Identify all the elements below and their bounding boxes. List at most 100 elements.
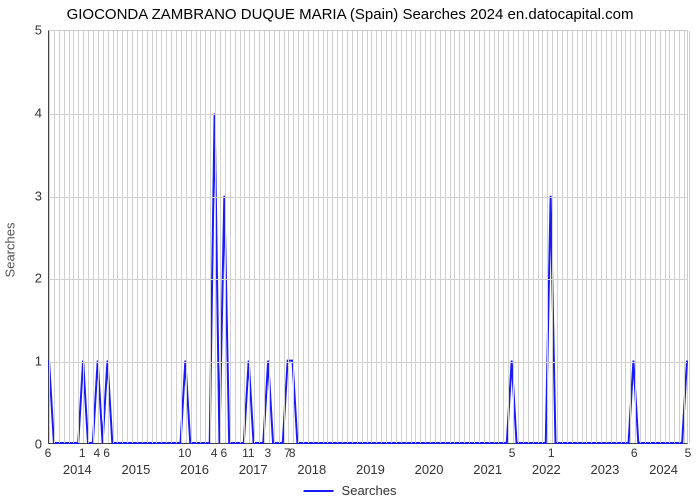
grid-v-line: [342, 31, 343, 443]
grid-v-line: [161, 31, 162, 443]
grid-v-line: [196, 31, 197, 443]
grid-v-line: [391, 31, 392, 443]
grid-v-line: [210, 31, 211, 443]
grid-v-line: [347, 31, 348, 443]
grid-v-line: [137, 31, 138, 443]
grid-v-line: [152, 31, 153, 443]
y-axis-title: Searches: [3, 223, 18, 278]
chart-container: GIOCONDA ZAMBRANO DUQUE MARIA (Spain) Se…: [0, 0, 700, 500]
y-tick-label: 3: [0, 188, 42, 203]
grid-v-line: [684, 31, 685, 443]
grid-v-line: [596, 31, 597, 443]
grid-v-line: [630, 31, 631, 443]
grid-v-line: [621, 31, 622, 443]
chart-title: GIOCONDA ZAMBRANO DUQUE MARIA (Spain) Se…: [0, 6, 700, 23]
grid-v-line: [327, 31, 328, 443]
grid-v-line: [533, 31, 534, 443]
grid-v-line: [83, 31, 84, 443]
grid-v-line: [542, 31, 543, 443]
grid-v-line: [552, 31, 553, 443]
grid-v-line: [401, 31, 402, 443]
grid-v-line: [323, 31, 324, 443]
x-minor-tick-label: 1: [548, 446, 555, 460]
grid-v-line: [279, 31, 280, 443]
grid-v-line: [425, 31, 426, 443]
x-year-label: 2015: [121, 462, 150, 477]
grid-v-line: [332, 31, 333, 443]
grid-v-line: [244, 31, 245, 443]
grid-v-line: [200, 31, 201, 443]
grid-v-line: [230, 31, 231, 443]
grid-v-line: [284, 31, 285, 443]
x-year-label: 2022: [532, 462, 561, 477]
grid-v-line: [572, 31, 573, 443]
grid-v-line: [288, 31, 289, 443]
grid-v-line: [582, 31, 583, 443]
grid-v-line: [318, 31, 319, 443]
grid-v-line: [73, 31, 74, 443]
x-minor-tick-label: 1: [79, 446, 86, 460]
grid-v-line: [635, 31, 636, 443]
grid-v-line: [113, 31, 114, 443]
grid-v-line: [156, 31, 157, 443]
grid-v-line: [606, 31, 607, 443]
grid-v-line: [528, 31, 529, 443]
grid-v-line: [601, 31, 602, 443]
grid-v-line: [362, 31, 363, 443]
grid-v-line: [352, 31, 353, 443]
grid-v-line: [303, 31, 304, 443]
grid-v-line: [381, 31, 382, 443]
grid-v-line: [240, 31, 241, 443]
grid-v-line: [293, 31, 294, 443]
x-minor-tick-label: 6: [45, 446, 52, 460]
grid-v-line: [660, 31, 661, 443]
grid-v-line: [674, 31, 675, 443]
grid-v-line: [523, 31, 524, 443]
grid-v-line: [494, 31, 495, 443]
grid-v-line: [445, 31, 446, 443]
grid-v-line: [386, 31, 387, 443]
grid-v-line: [64, 31, 65, 443]
grid-v-line: [640, 31, 641, 443]
x-year-label: 2023: [590, 462, 619, 477]
grid-v-line: [259, 31, 260, 443]
grid-v-line: [176, 31, 177, 443]
grid-v-line: [669, 31, 670, 443]
grid-v-line: [220, 31, 221, 443]
grid-v-line: [181, 31, 182, 443]
grid-v-line: [93, 31, 94, 443]
x-minor-tick-label: 6: [103, 446, 110, 460]
grid-v-line: [215, 31, 216, 443]
grid-v-line: [645, 31, 646, 443]
grid-v-line: [679, 31, 680, 443]
grid-v-line: [586, 31, 587, 443]
grid-v-line: [132, 31, 133, 443]
grid-v-line: [171, 31, 172, 443]
x-minor-tick-label: 4: [94, 446, 101, 460]
grid-v-line: [547, 31, 548, 443]
grid-v-line: [567, 31, 568, 443]
grid-v-line: [484, 31, 485, 443]
grid-v-line: [396, 31, 397, 443]
grid-v-line: [337, 31, 338, 443]
grid-v-line: [376, 31, 377, 443]
grid-v-line: [616, 31, 617, 443]
grid-v-line: [406, 31, 407, 443]
grid-v-line: [357, 31, 358, 443]
grid-v-line: [313, 31, 314, 443]
grid-v-line: [225, 31, 226, 443]
grid-v-line: [98, 31, 99, 443]
x-year-label: 2017: [239, 462, 268, 477]
grid-v-line: [655, 31, 656, 443]
grid-v-line: [611, 31, 612, 443]
x-year-label: 2018: [297, 462, 326, 477]
grid-v-line: [498, 31, 499, 443]
y-tick-label: 5: [0, 23, 42, 38]
grid-v-line: [489, 31, 490, 443]
x-minor-tick-label: 4: [211, 446, 218, 460]
grid-v-line: [508, 31, 509, 443]
y-tick-label: 2: [0, 271, 42, 286]
grid-v-line: [538, 31, 539, 443]
x-minor-tick-label: 8: [289, 446, 296, 460]
grid-v-line: [78, 31, 79, 443]
